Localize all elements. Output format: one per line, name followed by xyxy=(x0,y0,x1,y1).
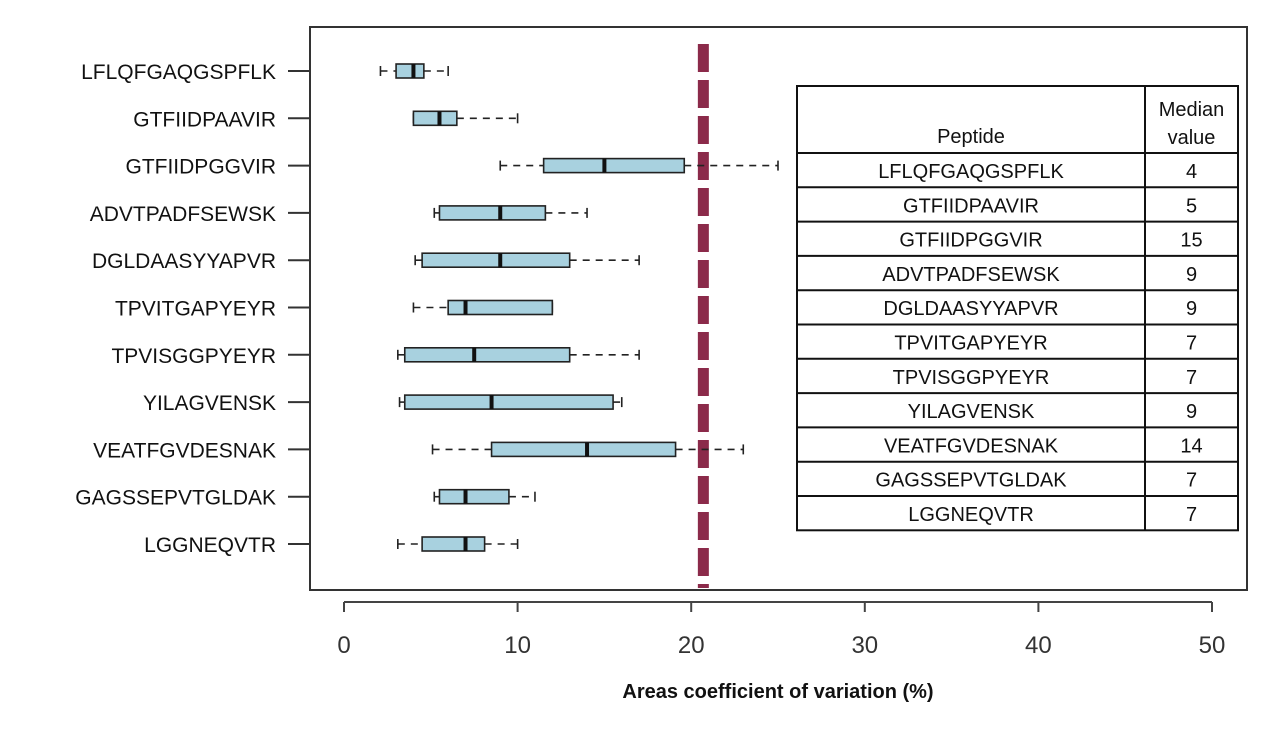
table-cell-median: 7 xyxy=(1186,470,1197,492)
table-cell-median: 5 xyxy=(1186,195,1197,217)
table-border xyxy=(796,85,1239,532)
table-header-peptide: Peptide xyxy=(937,126,1005,148)
table-cell-peptide: TPVITGAPYEYR xyxy=(894,333,1047,355)
table-header-median-line2: value xyxy=(1168,127,1216,149)
table-cell-median: 7 xyxy=(1186,333,1197,355)
box-advtpadfsewsk xyxy=(433,205,588,221)
box-tpvisggpyeyr xyxy=(397,346,640,363)
category-label: GAGSSEPVTGLDAK xyxy=(75,487,276,510)
box-iqr xyxy=(421,252,571,268)
box-iqr xyxy=(412,110,458,127)
box-gtfiidpaavir xyxy=(412,110,519,127)
table-cell-median: 9 xyxy=(1186,264,1197,286)
box-iqr xyxy=(438,488,510,505)
box-gagssepvtgldak xyxy=(433,488,536,505)
table-header-median-line1: Median xyxy=(1159,99,1225,121)
category-labels-group: LFLQFGAQGSPFLK GTFIIDPAAVIR GTFIIDPGGVIR AD… xyxy=(75,61,310,557)
box-tpvitgapyeyr xyxy=(412,299,554,316)
table-cell-peptide: ADVTPADFSEWSK xyxy=(882,264,1060,286)
box-iqr xyxy=(438,205,547,221)
median-table: Peptide Median value LFLQFGAQGSPFLK 4 GTFIIDP… xyxy=(796,85,1239,532)
x-tick-label: 50 xyxy=(1199,632,1226,659)
box-iqr xyxy=(395,63,425,79)
box-lggneqvtr xyxy=(397,536,519,552)
table-cell-peptide: VEATFGVDESNAK xyxy=(884,435,1059,457)
box-veatfgvdesnak xyxy=(431,441,745,458)
table-cell-peptide: LGGNEQVTR xyxy=(908,504,1034,526)
table-cell-peptide: GTFIIDPGGVIR xyxy=(899,230,1042,252)
table-cell-peptide: DGLDAASYYAPVR xyxy=(883,298,1058,320)
table-cell-median: 7 xyxy=(1186,504,1197,526)
x-axis-label: Areas coefficient of variation (%) xyxy=(622,681,933,703)
category-label: TPVISGGPYEYR xyxy=(111,345,276,368)
category-label: TPVITGAPYEYR xyxy=(115,298,276,321)
box-iqr xyxy=(421,536,486,552)
box-gtfiidpggvir xyxy=(499,157,779,174)
box-lflqfgaqgspflk xyxy=(379,63,449,79)
table-cell-median: 9 xyxy=(1186,298,1197,320)
table-cell-median: 9 xyxy=(1186,401,1197,423)
category-label: LFLQFGAQGSPFLK xyxy=(81,61,276,84)
table-cell-peptide: TPVISGGPYEYR xyxy=(893,367,1050,389)
box-iqr xyxy=(490,441,677,458)
table-cell-peptide: YILAGVENSK xyxy=(908,401,1035,423)
category-label: GTFIIDPAAVIR xyxy=(133,108,276,131)
x-tick-label: 20 xyxy=(678,632,705,659)
category-label: YILAGVENSK xyxy=(143,392,276,415)
x-tick-label: 0 xyxy=(337,632,350,659)
table-cell-median: 14 xyxy=(1180,435,1202,457)
category-label: LGGNEQVTR xyxy=(144,534,276,557)
table-cell-median: 15 xyxy=(1180,230,1202,252)
table-cell-median: 4 xyxy=(1186,161,1197,183)
category-label: GTFIIDPGGVIR xyxy=(125,156,276,179)
box-dgldaasyyapvr xyxy=(414,252,640,268)
x-axis-group: 0 10 20 30 40 50 xyxy=(337,601,1226,659)
table-cell-median: 7 xyxy=(1186,367,1197,389)
box-iqr xyxy=(447,299,554,316)
x-tick-label: 40 xyxy=(1025,632,1052,659)
box-yilagvensk xyxy=(398,394,623,410)
table-cell-peptide: GTFIIDPAAVIR xyxy=(903,195,1039,217)
category-label: DGLDAASYYAPVR xyxy=(92,250,276,273)
box-iqr xyxy=(403,346,571,363)
table-cell-peptide: LFLQFGAQGSPFLK xyxy=(878,161,1064,183)
box-iqr xyxy=(542,157,686,174)
boxes-group xyxy=(379,63,779,552)
box-iqr xyxy=(403,394,614,410)
category-label: ADVTPADFSEWSK xyxy=(90,203,276,226)
x-tick-label: 30 xyxy=(851,632,878,659)
table-cell-peptide: GAGSSEPVTGLDAK xyxy=(875,470,1067,492)
category-label: VEATFGVDESNAK xyxy=(93,439,276,462)
x-tick-label: 10 xyxy=(504,632,531,659)
